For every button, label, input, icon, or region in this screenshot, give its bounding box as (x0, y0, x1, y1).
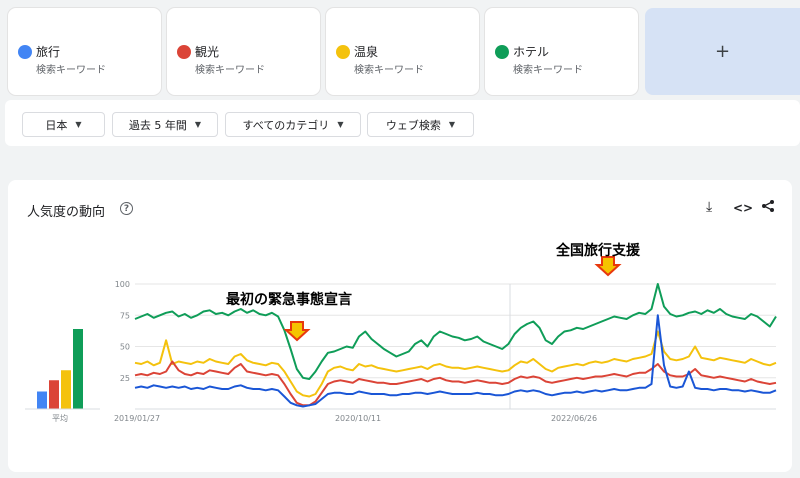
y-tick-label: 75 (120, 311, 130, 320)
download-icon[interactable]: ⤓ (706, 199, 713, 215)
y-tick-label: 25 (120, 374, 130, 383)
share-icon[interactable] (761, 199, 775, 217)
term-color-dot (177, 45, 191, 59)
region-dropdown[interactable]: 日本 ▼ (22, 112, 105, 137)
term-name[interactable]: 温泉 (354, 45, 379, 59)
term-type: 検索キーワード (513, 65, 583, 76)
annotation-first-emergency: 最初の緊急事態宣言 (226, 292, 352, 308)
average-bar (37, 391, 47, 409)
term-card-onsen[interactable]: 温泉 検索キーワード (326, 8, 479, 95)
filter-bar: 日本 ▼ 過去 5 年間 ▼ すべてのカテゴリ ▼ ウェブ検索 ▼ (5, 100, 800, 146)
category-label: すべてのカテゴリ (242, 118, 330, 132)
interest-over-time-panel (8, 180, 792, 472)
x-tick-label: 2022/06/26 (551, 414, 597, 423)
term-color-dot (336, 45, 350, 59)
add-term-button[interactable]: + (645, 8, 800, 95)
term-card-hotel[interactable]: ホテル 検索キーワード (485, 8, 638, 95)
time-range-label: 過去 5 年間 (128, 118, 187, 132)
y-tick-label: 50 (120, 343, 130, 352)
category-dropdown[interactable]: すべてのカテゴリ ▼ (225, 112, 361, 137)
series-line (134, 330, 777, 398)
time-range-dropdown[interactable]: 過去 5 年間 ▼ (112, 112, 218, 137)
series-line (134, 283, 777, 380)
annotation-travel-support: 全国旅行支援 (556, 243, 640, 259)
annotation-arrow-icon (283, 321, 311, 342)
term-type: 検索キーワード (195, 65, 265, 76)
caret-down-icon: ▼ (448, 120, 456, 129)
average-bar (61, 370, 71, 409)
term-color-dot (495, 45, 509, 59)
term-name[interactable]: ホテル (513, 45, 550, 59)
series-line (134, 314, 777, 408)
term-color-dot (18, 45, 32, 59)
panel-title: 人気度の動向 (27, 205, 106, 220)
plus-icon: + (714, 41, 731, 62)
term-type: 検索キーワード (36, 65, 106, 76)
x-tick-label: 2019/01/27 (114, 414, 160, 423)
term-card-travel[interactable]: 旅行 検索キーワード (8, 8, 161, 95)
caret-down-icon: ▼ (337, 120, 344, 129)
help-icon[interactable]: ? (120, 202, 133, 215)
series-line (134, 360, 777, 407)
caret-down-icon: ▼ (194, 120, 202, 129)
term-name[interactable]: 観光 (195, 45, 220, 59)
search-type-label: ウェブ検索 (385, 118, 441, 132)
term-type: 検索キーワード (354, 65, 424, 76)
search-type-dropdown[interactable]: ウェブ検索 ▼ (367, 112, 474, 137)
average-bar (49, 380, 59, 409)
average-bar (73, 329, 83, 409)
annotation-arrow-icon (594, 256, 622, 277)
caret-down-icon: ▼ (75, 120, 82, 129)
term-card-sightseeing[interactable]: 観光 検索キーワード (167, 8, 320, 95)
average-label: 平均 (52, 413, 68, 423)
y-tick-label: 100 (115, 280, 130, 289)
region-label: 日本 (45, 118, 68, 132)
embed-code-icon[interactable]: <> (733, 201, 754, 215)
x-tick-label: 2020/10/11 (335, 414, 381, 423)
term-name[interactable]: 旅行 (36, 45, 61, 59)
